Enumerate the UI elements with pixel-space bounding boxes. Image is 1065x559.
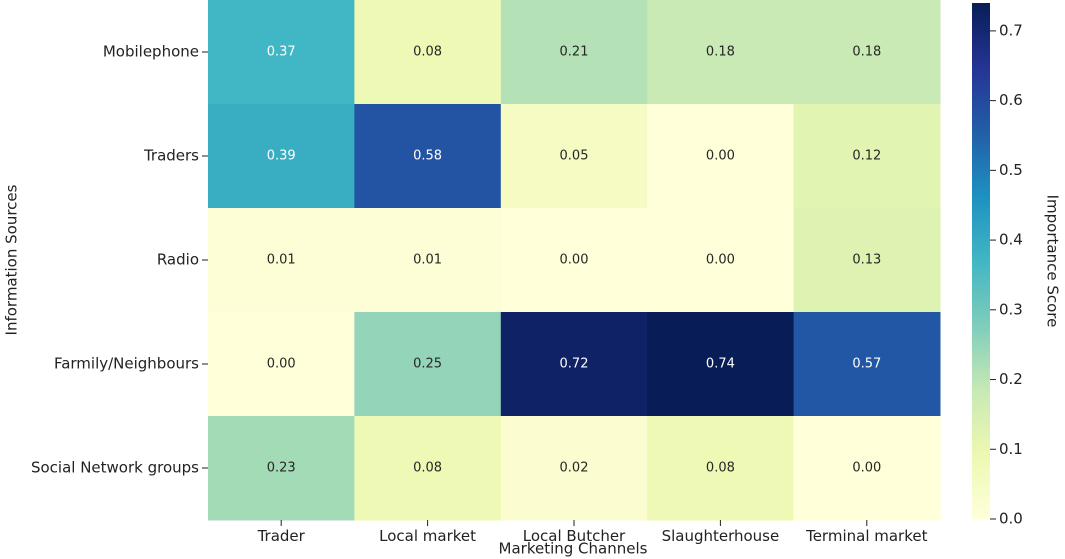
cell	[354, 312, 502, 417]
cell	[354, 0, 502, 105]
colorbar	[972, 3, 990, 519]
colorbar-tick-label: 0.5	[999, 161, 1023, 179]
cell-label: 0.05	[560, 149, 589, 164]
cell	[500, 0, 648, 105]
cell	[208, 0, 355, 105]
cell	[793, 0, 941, 105]
cell	[354, 208, 502, 313]
colorbar-tick-label: 0.7	[999, 21, 1023, 39]
cell-label: 0.23	[267, 461, 296, 476]
y-tick-label: Radio	[157, 251, 199, 269]
colorbar-label: Importance Score	[1044, 195, 1062, 328]
cell	[208, 208, 355, 313]
cell	[793, 104, 941, 209]
cell-label: 0.08	[413, 45, 442, 60]
cell	[647, 416, 795, 521]
x-tick-label: Trader	[257, 527, 306, 545]
cell-label: 0.00	[852, 461, 881, 476]
cell-label: 0.00	[706, 253, 735, 268]
y-axis-label: Information Sources	[3, 184, 21, 335]
cell	[208, 104, 355, 209]
y-tick-label: Social Network groups	[31, 459, 199, 477]
cell	[208, 312, 355, 417]
cell-label: 0.08	[413, 461, 442, 476]
cell	[647, 208, 795, 313]
cell-label: 0.18	[706, 45, 735, 60]
cell	[793, 416, 941, 521]
cell	[500, 208, 648, 313]
cell-label: 0.08	[706, 461, 735, 476]
colorbar-tick-label: 0.6	[999, 91, 1023, 109]
x-tick-label: Local Butcher	[523, 527, 626, 545]
cell-label: 0.37	[267, 45, 296, 60]
cell-label: 0.72	[560, 357, 589, 372]
cell-label: 0.01	[413, 253, 442, 268]
cell-label: 0.01	[267, 253, 296, 268]
cell	[647, 104, 795, 209]
y-tick-label: Farmily/Neighbours	[54, 355, 199, 373]
colorbar-tick-label: 0.0	[999, 510, 1023, 528]
cell-label: 0.00	[267, 357, 296, 372]
cell-label: 0.18	[852, 45, 881, 60]
cell-label: 0.00	[560, 253, 589, 268]
cell	[793, 208, 941, 313]
cell	[500, 312, 648, 417]
colorbar-tick-label: 0.4	[999, 231, 1023, 249]
cell	[354, 416, 502, 521]
cell	[354, 104, 502, 209]
cell-label: 0.02	[560, 461, 589, 476]
cell-label: 0.25	[413, 357, 442, 372]
x-axis-label: Marketing Channels	[499, 540, 648, 558]
cell	[500, 416, 648, 521]
cell	[500, 104, 648, 209]
x-tick-label: Slaughterhouse	[662, 527, 780, 545]
cell-label: 0.57	[852, 357, 881, 372]
x-tick-label: Local market	[379, 527, 476, 545]
cell-label: 0.21	[560, 45, 589, 60]
y-tick-label: Traders	[143, 147, 199, 165]
cell	[647, 312, 795, 417]
cell-label: 0.00	[706, 149, 735, 164]
cell	[208, 416, 355, 521]
x-tick-label: Terminal market	[805, 527, 928, 545]
cell	[793, 312, 941, 417]
cell-label: 0.13	[852, 253, 881, 268]
cell-label: 0.12	[852, 149, 881, 164]
cell-label: 0.58	[413, 149, 442, 164]
cell	[647, 0, 795, 105]
colorbar-tick-label: 0.3	[999, 300, 1023, 318]
cell-label: 0.74	[706, 357, 735, 372]
colorbar-tick-label: 0.2	[999, 370, 1023, 388]
y-tick-label: Mobilephone	[103, 43, 199, 61]
colorbar-tick-label: 0.1	[999, 440, 1023, 458]
cell-label: 0.39	[267, 149, 296, 164]
